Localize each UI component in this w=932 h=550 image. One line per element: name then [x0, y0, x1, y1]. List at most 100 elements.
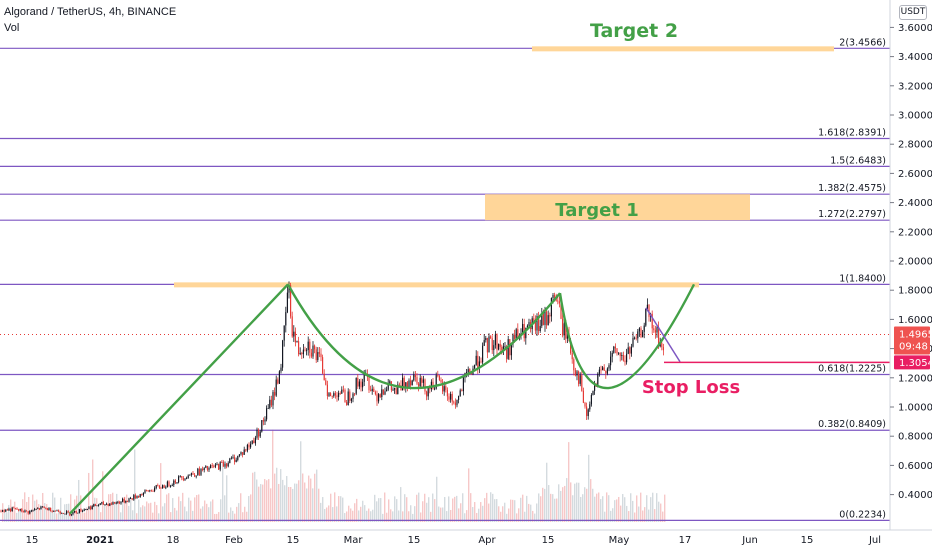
volume-bar	[284, 485, 286, 522]
volume-bar	[658, 501, 660, 522]
volume-bar	[448, 496, 450, 522]
candle-body	[442, 382, 444, 392]
volume-bar	[286, 476, 288, 522]
volume-bar	[216, 513, 218, 522]
volume-bar	[18, 511, 20, 522]
volume-bar	[212, 499, 214, 522]
volume-bar	[304, 482, 306, 522]
candle-body	[512, 334, 514, 345]
volume-bar	[410, 505, 412, 522]
volume-bar	[70, 494, 72, 522]
volume-bar	[22, 499, 24, 522]
volume-bar	[452, 498, 454, 522]
volume-bar	[568, 442, 570, 522]
candle-body	[474, 364, 476, 369]
candle-body	[195, 475, 197, 477]
candle-body	[339, 393, 341, 394]
volume-bar	[366, 510, 368, 522]
volume-bar	[236, 506, 238, 522]
candle-body	[662, 347, 664, 351]
volume-bar	[274, 473, 276, 522]
volume-bar	[360, 506, 362, 522]
candle-body	[554, 294, 556, 299]
candle-body	[74, 510, 76, 513]
currency-badge[interactable]: USDT	[899, 5, 927, 20]
volume-bar	[34, 500, 36, 522]
candle-body	[5, 509, 7, 512]
volume-bar	[290, 487, 292, 522]
candle-body	[131, 498, 133, 500]
volume-bar	[570, 482, 572, 522]
candle-body	[125, 501, 127, 503]
candle-body	[157, 485, 159, 487]
candle-body	[179, 476, 181, 477]
candle-body	[421, 377, 423, 383]
candle-body	[114, 502, 116, 504]
volume-bar	[348, 505, 350, 522]
volume-bar	[656, 493, 658, 522]
volume-bar	[528, 503, 530, 522]
candle-body	[21, 508, 23, 512]
candle-body	[306, 349, 308, 351]
candle-body	[218, 464, 220, 470]
candle-body	[490, 336, 492, 339]
volume-bar	[76, 495, 78, 522]
volume-bar	[100, 512, 102, 522]
x-tick-label: 15	[26, 535, 39, 546]
volume-bar	[162, 506, 164, 522]
volume-bar	[650, 497, 652, 522]
candle-body	[259, 431, 261, 437]
volume-bar	[450, 509, 452, 522]
candle-body	[235, 459, 237, 462]
volume-bar	[506, 513, 508, 522]
candle-body	[78, 509, 80, 513]
candle-body	[661, 343, 663, 348]
candle-body	[93, 504, 95, 507]
volume-bar	[168, 493, 170, 522]
candle-body	[248, 444, 250, 448]
candle-body	[589, 404, 591, 410]
volume-bar	[270, 488, 272, 522]
y-tick-label: 2.2000	[898, 227, 932, 238]
volume-bar	[48, 508, 50, 522]
candle-body	[541, 313, 543, 327]
candle-body	[539, 326, 541, 331]
volume-bar	[502, 506, 504, 522]
candle-body	[418, 383, 420, 387]
volume-bar	[324, 508, 326, 522]
candle-body	[578, 371, 580, 384]
volume-bar	[228, 512, 230, 522]
candle-body	[291, 316, 293, 337]
candle-body	[2, 510, 4, 512]
candle-body	[350, 398, 352, 401]
volume-bar	[88, 472, 90, 522]
candle-body	[264, 419, 266, 422]
volume-bar	[550, 493, 552, 522]
candle-body	[638, 328, 640, 332]
volume-bar	[416, 494, 418, 522]
candle-body	[382, 389, 384, 395]
volume-bar	[156, 505, 158, 522]
candle-body	[19, 508, 21, 511]
candle-body	[69, 512, 71, 516]
candle-body	[507, 339, 509, 359]
volume-bar	[458, 508, 460, 522]
candle-body	[91, 506, 93, 510]
candle-body	[117, 501, 119, 503]
candle-body	[658, 327, 660, 347]
candle-body	[75, 510, 77, 513]
target2-zone	[532, 46, 834, 52]
candle-body	[331, 396, 333, 397]
volume-bar	[630, 493, 632, 522]
candle-body	[363, 374, 365, 382]
candle-body	[485, 337, 487, 341]
candle-body	[504, 346, 506, 348]
volume-bar	[346, 511, 348, 522]
volume-bar	[436, 476, 438, 522]
candle-body	[427, 386, 429, 397]
volume-bar	[418, 492, 420, 522]
volume-bar	[188, 497, 190, 522]
candle-body	[386, 389, 388, 392]
candle-body	[30, 510, 32, 512]
